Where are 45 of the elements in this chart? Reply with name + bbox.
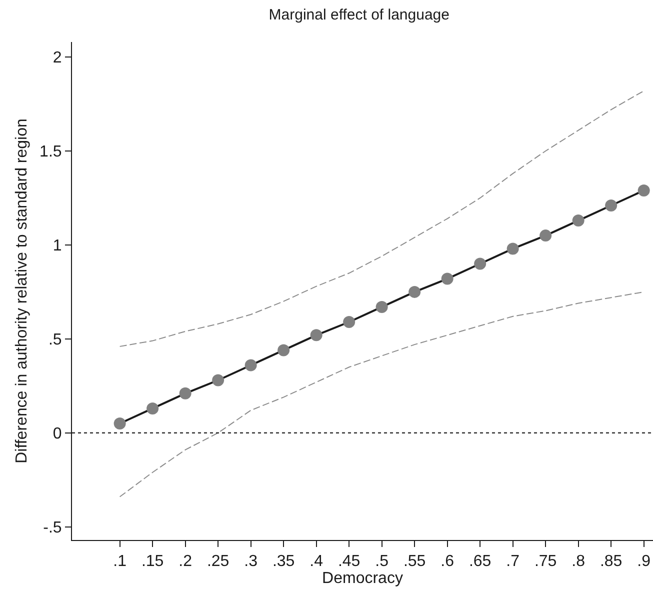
point <box>572 214 584 227</box>
point <box>376 300 388 313</box>
y-axis-title: Difference in authority relative to standard region <box>13 118 30 464</box>
x-tick-label: .1 <box>113 553 127 570</box>
point <box>605 199 618 212</box>
x-tick-label: .9 <box>637 553 651 570</box>
x-tick-label: .65 <box>468 553 492 570</box>
y-tick-label: 2 <box>52 50 62 67</box>
point <box>540 230 552 242</box>
x-tick-label: .35 <box>272 553 295 570</box>
point <box>441 272 454 285</box>
x-tick-label: .5 <box>375 553 389 570</box>
point <box>506 242 519 255</box>
point <box>179 387 192 400</box>
line-series <box>119 291 644 498</box>
point <box>343 316 356 328</box>
point <box>310 329 322 342</box>
x-tick-label: .3 <box>244 553 258 570</box>
x-tick-label: .7 <box>506 553 520 570</box>
y-tick-label: 1.5 <box>40 144 62 161</box>
point <box>212 374 224 386</box>
chart-title: Marginal effect of language <box>268 6 450 24</box>
x-tick-label: .8 <box>572 553 586 570</box>
y-tick-label: .5 <box>48 332 62 349</box>
y-tick-label: -.5 <box>43 519 62 536</box>
x-tick-label: .2 <box>178 553 192 570</box>
line-series <box>119 90 644 347</box>
x-tick-label: .85 <box>600 553 622 570</box>
point <box>408 286 421 298</box>
x-tick-label: .55 <box>403 553 426 570</box>
point <box>146 402 159 414</box>
y-tick-label: 0 <box>52 425 62 442</box>
x-tick-label: .45 <box>338 553 360 570</box>
x-axis-title: Democracy <box>322 570 403 588</box>
x-tick-label: .75 <box>534 553 557 570</box>
y-tick-label: 1 <box>52 238 62 255</box>
x-tick-label: .15 <box>141 553 164 570</box>
x-tick-label: .6 <box>440 553 454 570</box>
point <box>114 417 126 430</box>
point <box>638 184 650 196</box>
point <box>474 258 486 270</box>
x-tick-label: .4 <box>310 553 324 570</box>
point <box>278 344 290 356</box>
x-tick-label: .25 <box>206 553 230 570</box>
point <box>244 359 257 372</box>
